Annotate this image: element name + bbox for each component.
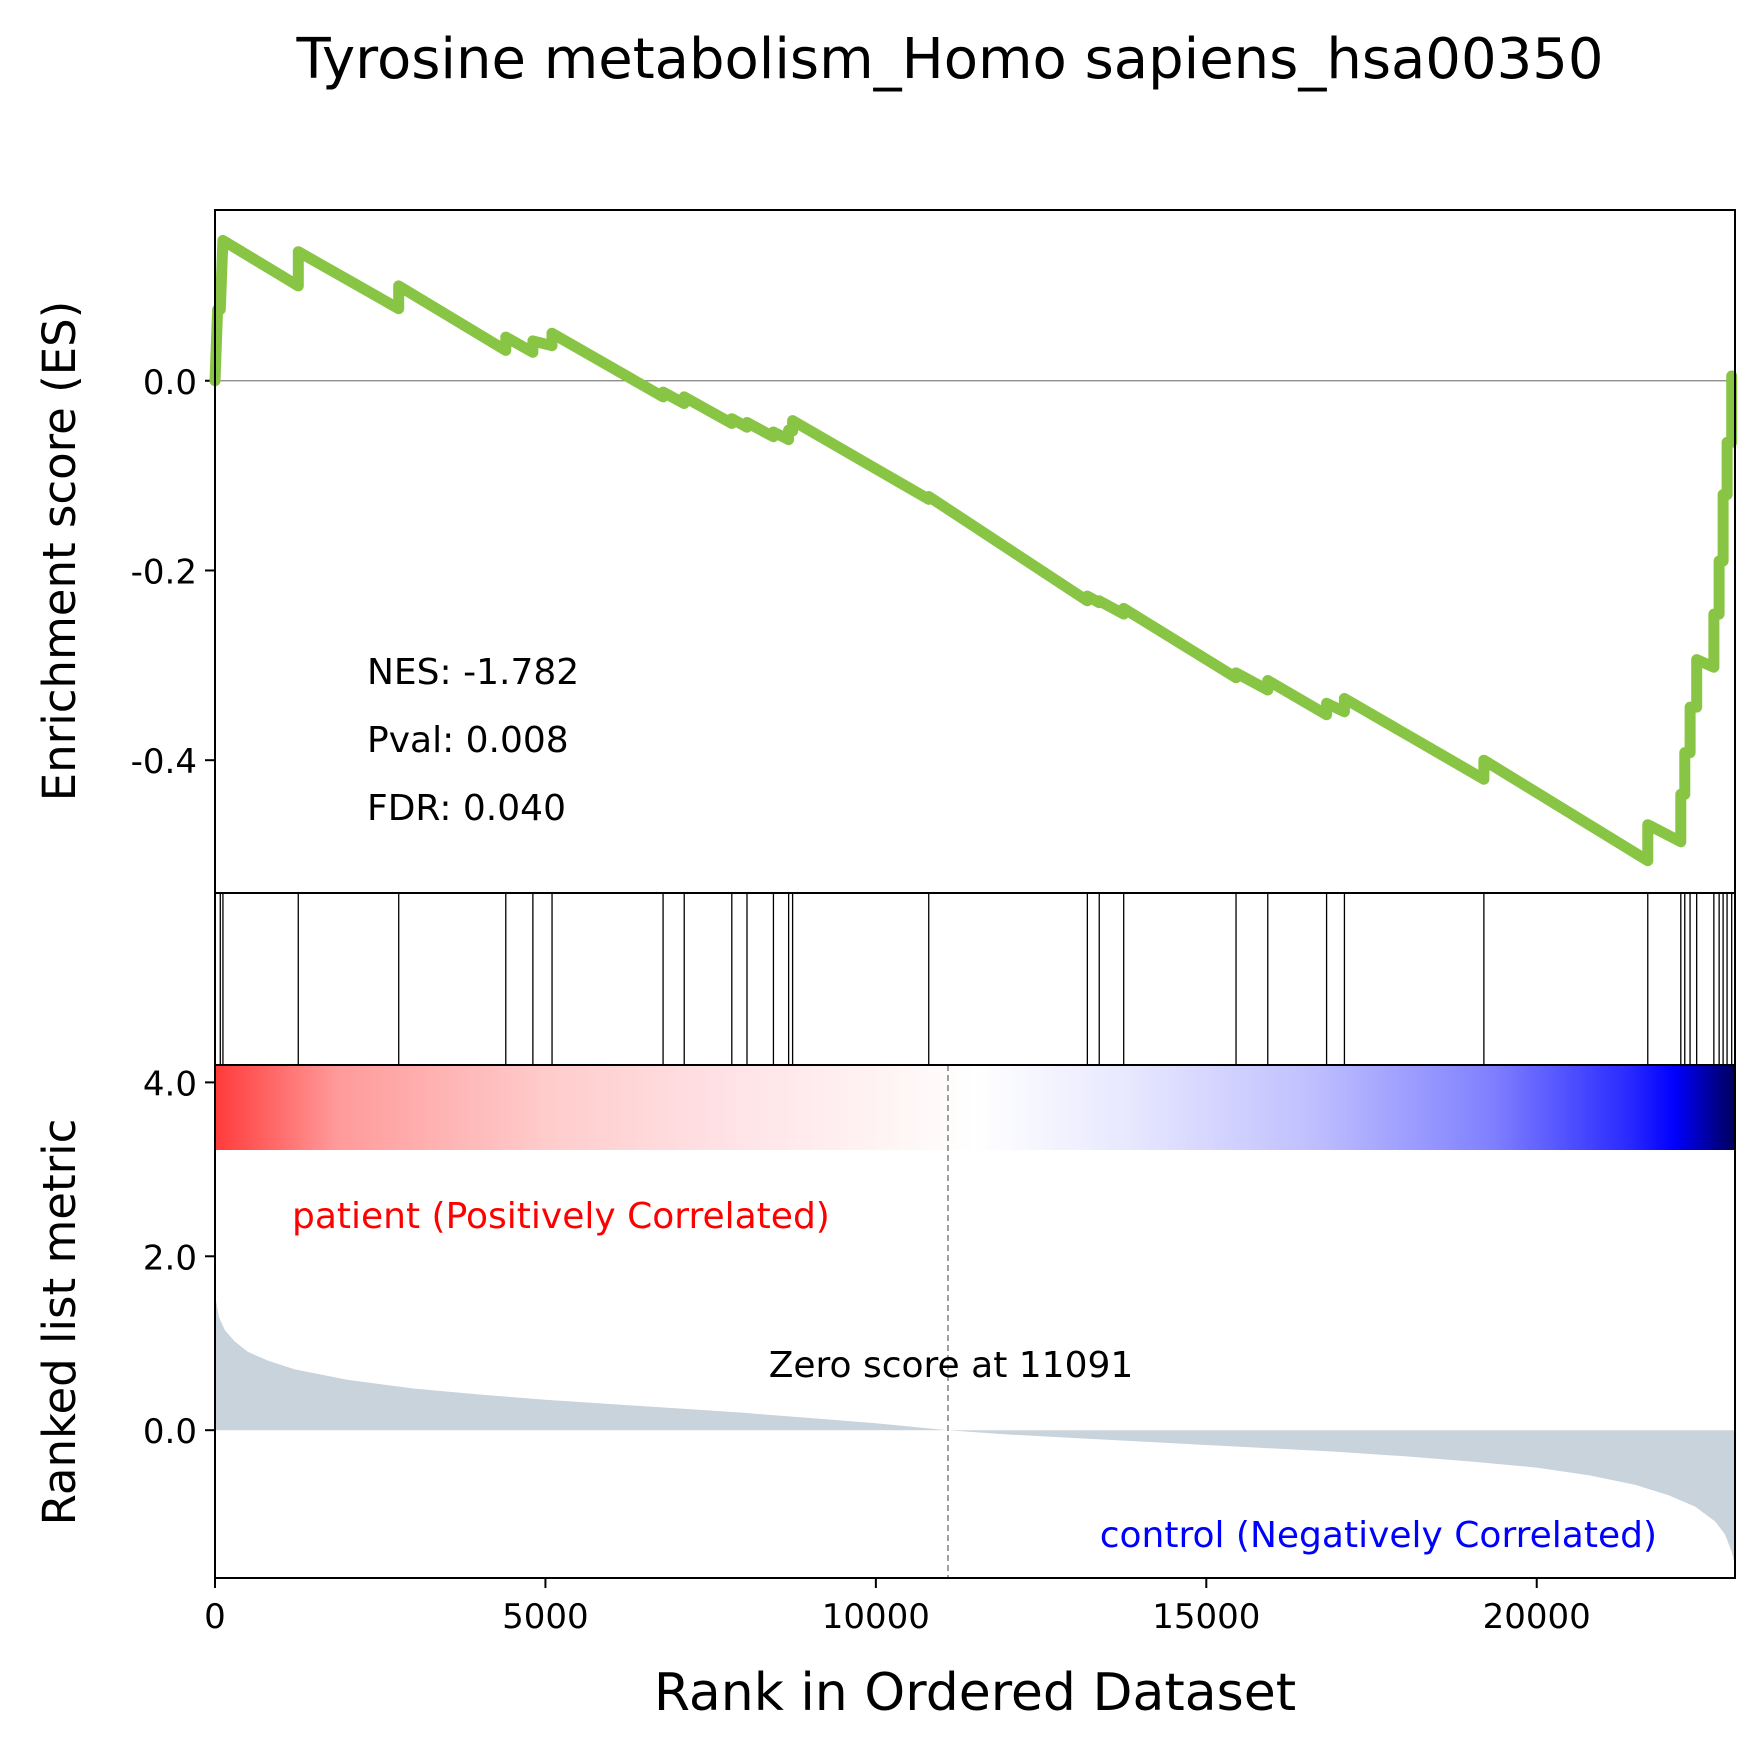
x-tick-label: 20000 xyxy=(1483,1597,1591,1637)
x-axis-ticks: 0 5000 10000 15000 20000 xyxy=(204,1578,1591,1637)
hits-panel-frame xyxy=(214,892,1736,1066)
metric-y-axis-label: Ranked list metric xyxy=(33,1119,86,1526)
hit-lines xyxy=(219,893,1733,1065)
chart-title: Tyrosine metabolism_Homo sapiens_hsa0035… xyxy=(296,27,1604,92)
negative-phenotype-label: control (Negatively Correlated) xyxy=(1100,1515,1657,1556)
es-y-tick-label: -0.4 xyxy=(131,742,197,782)
es-y-ticks: 0.0 -0.2 -0.4 xyxy=(131,363,215,782)
es-panel: 0.0 -0.2 -0.4 NES: -1.782 Pval: 0.008 FDR:… xyxy=(33,209,1738,894)
x-tick-label: 10000 xyxy=(822,1597,930,1637)
es-curve xyxy=(209,234,1738,867)
es-y-tick-label: 0.0 xyxy=(143,363,197,403)
x-tick-label: 5000 xyxy=(502,1597,589,1637)
nes-label: NES: -1.782 xyxy=(367,652,579,693)
es-y-tick-label: -0.2 xyxy=(131,552,197,592)
x-tick-label: 15000 xyxy=(1152,1597,1260,1637)
rank-color-bar xyxy=(215,1065,1735,1150)
fdr-label: FDR: 0.040 xyxy=(367,788,566,829)
metric-y-tick-label: 2.0 xyxy=(143,1238,197,1278)
metric-panel-frame xyxy=(214,1064,1736,1579)
ranked-metric-area xyxy=(215,1295,1735,1565)
positive-phenotype-label: patient (Positively Correlated) xyxy=(292,1196,830,1237)
es-y-axis-label: Enrichment score (ES) xyxy=(33,301,86,802)
zero-score-label: Zero score at 11091 xyxy=(769,1345,1134,1386)
metric-y-tick-label: 4.0 xyxy=(143,1064,197,1104)
x-tick-label: 0 xyxy=(204,1597,226,1637)
metric-panel: 4.0 2.0 0.0 patient (Positively Correlated… xyxy=(33,1064,1736,1579)
x-axis-label: Rank in Ordered Dataset xyxy=(654,1663,1296,1723)
metric-y-tick-label: 0.0 xyxy=(143,1412,197,1452)
pval-label: Pval: 0.008 xyxy=(367,720,569,761)
hits-panel xyxy=(214,892,1736,1066)
metric-y-ticks: 4.0 2.0 0.0 xyxy=(143,1064,215,1452)
